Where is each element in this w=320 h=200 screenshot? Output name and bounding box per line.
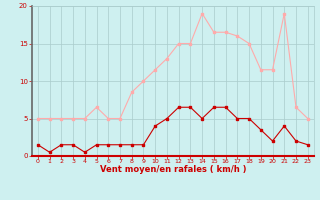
X-axis label: Vent moyen/en rafales ( km/h ): Vent moyen/en rafales ( km/h ) [100,165,246,174]
